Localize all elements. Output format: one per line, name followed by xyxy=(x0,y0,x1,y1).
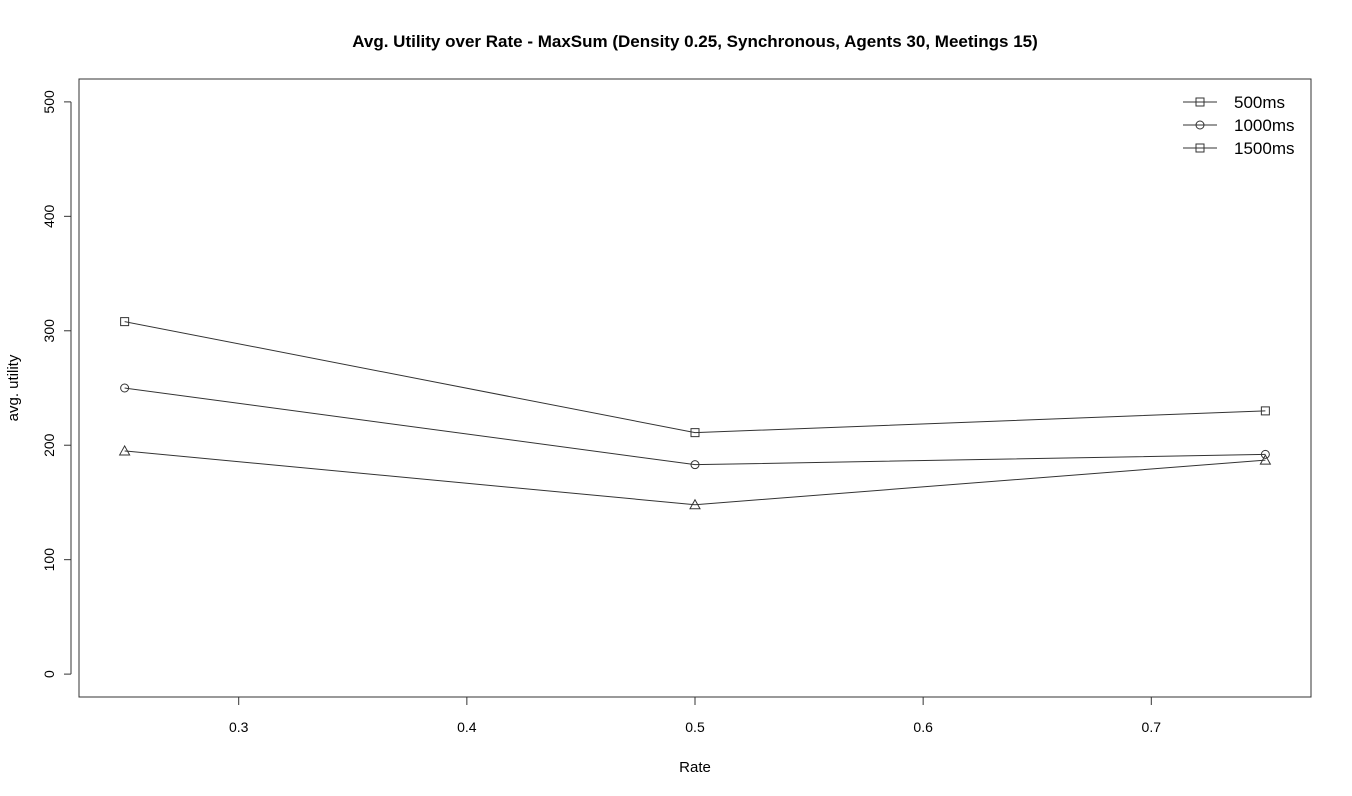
legend-item: 500ms xyxy=(1183,93,1285,112)
legend-label: 500ms xyxy=(1234,93,1285,112)
legend-marker xyxy=(1195,97,1205,107)
y-axis: 0 100 200 300 400 500 xyxy=(41,90,72,678)
legend-item: 1500ms xyxy=(1183,139,1294,158)
data-point xyxy=(120,383,130,393)
x-tick-label: 0.3 xyxy=(229,719,249,735)
legend-label: 1000ms xyxy=(1234,116,1294,135)
y-tick-label: 0 xyxy=(41,670,57,678)
series-line xyxy=(124,321,1266,434)
y-tick-label: 300 xyxy=(41,319,57,343)
legend-item: 1000ms xyxy=(1183,116,1294,135)
data-point xyxy=(1259,454,1272,465)
y-tick-label: 500 xyxy=(41,90,57,114)
x-tick-label: 0.6 xyxy=(913,719,933,735)
x-axis-label: Rate xyxy=(679,759,711,776)
chart-title: Avg. Utility over Rate - MaxSum (Density… xyxy=(352,32,1038,51)
y-tick-label: 200 xyxy=(41,433,57,457)
data-point xyxy=(1260,449,1270,459)
series-1000ms xyxy=(120,383,1270,470)
x-tick-label: 0.4 xyxy=(457,719,477,735)
x-axis: 0.3 0.4 0.5 0.6 0.7 xyxy=(229,696,1162,735)
series-line xyxy=(124,450,1266,506)
series-line xyxy=(124,387,1266,466)
legend-label: 1500ms xyxy=(1234,139,1294,158)
data-point xyxy=(690,428,700,438)
legend-marker xyxy=(1195,120,1205,130)
data-point xyxy=(690,460,700,470)
y-tick-label: 100 xyxy=(41,548,57,572)
data-point xyxy=(1260,406,1270,416)
data-point xyxy=(118,444,131,456)
x-tick-label: 0.7 xyxy=(1142,719,1162,735)
data-point xyxy=(120,317,130,327)
y-axis-label: avg. utility xyxy=(5,354,22,421)
series-1500ms xyxy=(118,444,1272,510)
series-500ms xyxy=(120,317,1270,438)
y-tick-label: 400 xyxy=(41,204,57,228)
legend: 500ms 1000ms 1500ms xyxy=(1183,93,1294,158)
legend-marker xyxy=(1195,143,1205,153)
series-layer xyxy=(118,317,1272,510)
plot-frame xyxy=(78,78,1312,698)
data-point xyxy=(689,498,701,510)
x-tick-label: 0.5 xyxy=(685,719,705,735)
